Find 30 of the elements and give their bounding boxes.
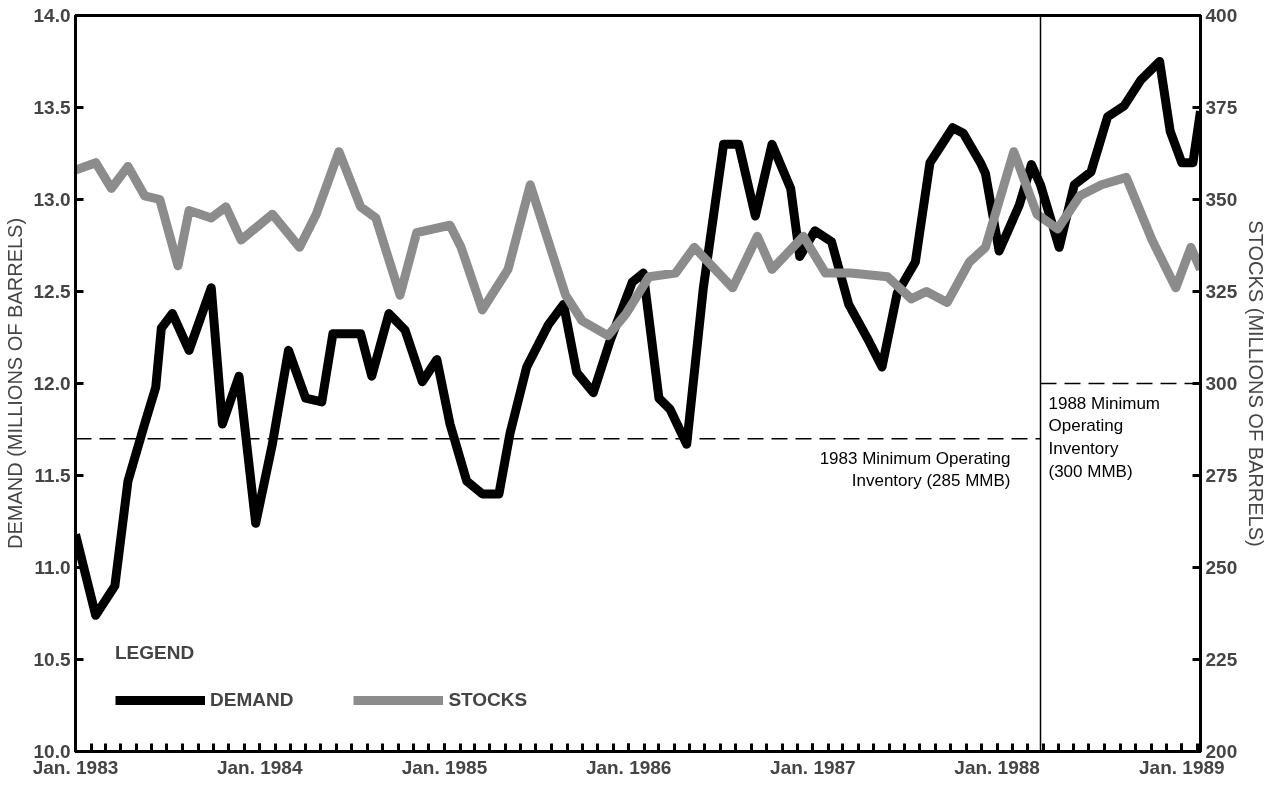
- y-tick-label: 13.5: [33, 97, 71, 118]
- legend-label: DEMAND: [210, 689, 294, 711]
- y-axis-title: DEMAND (MILLIONS OF BARRELS): [3, 217, 26, 550]
- ref-line-label: 1988 Minimum Operating Inventory (300 MMB): [1048, 393, 1161, 481]
- x-tick-label: Jan. 1988: [954, 756, 1040, 778]
- x-tick-label: Jan. 1986: [585, 756, 672, 778]
- y2-tick-label: 400: [1205, 5, 1238, 26]
- x-tick-label: Jan. 1985: [401, 756, 488, 778]
- y2-tick-label: 275: [1205, 465, 1238, 486]
- y2-tick-label: 375: [1205, 97, 1238, 118]
- y-tick-label: 12.5: [33, 281, 71, 302]
- x-tick-label: Jan. 1987: [770, 756, 856, 778]
- y2-tick-label: 325: [1205, 281, 1238, 302]
- y-tick-label: 11.5: [34, 465, 71, 486]
- y2-tick-label: 250: [1205, 557, 1238, 578]
- y-tick-label: 13.0: [33, 189, 71, 210]
- legend-label: STOCKS: [448, 689, 528, 711]
- legend-title: LEGEND: [115, 642, 196, 664]
- y-tick-label: 11.0: [34, 557, 71, 578]
- y2-tick-label: 300: [1205, 373, 1238, 394]
- y2-tick-label: 350: [1205, 189, 1238, 210]
- y-tick-label: 14.0: [33, 5, 71, 26]
- y-tick-label: 12.0: [33, 373, 71, 394]
- y-tick-label: 10.5: [33, 649, 71, 670]
- y2-tick-label: 225: [1205, 649, 1238, 670]
- y-tick-label: 10.0: [33, 741, 71, 762]
- y2-tick-label: 200: [1205, 741, 1238, 762]
- y2-axis-title: STOCKS (MILLIONS OF BARRELS): [1245, 220, 1268, 547]
- x-tick-label: Jan. 1984: [216, 756, 303, 778]
- ref-line-label: 1983 Minimum Operating Inventory (285 MMB): [819, 448, 1011, 491]
